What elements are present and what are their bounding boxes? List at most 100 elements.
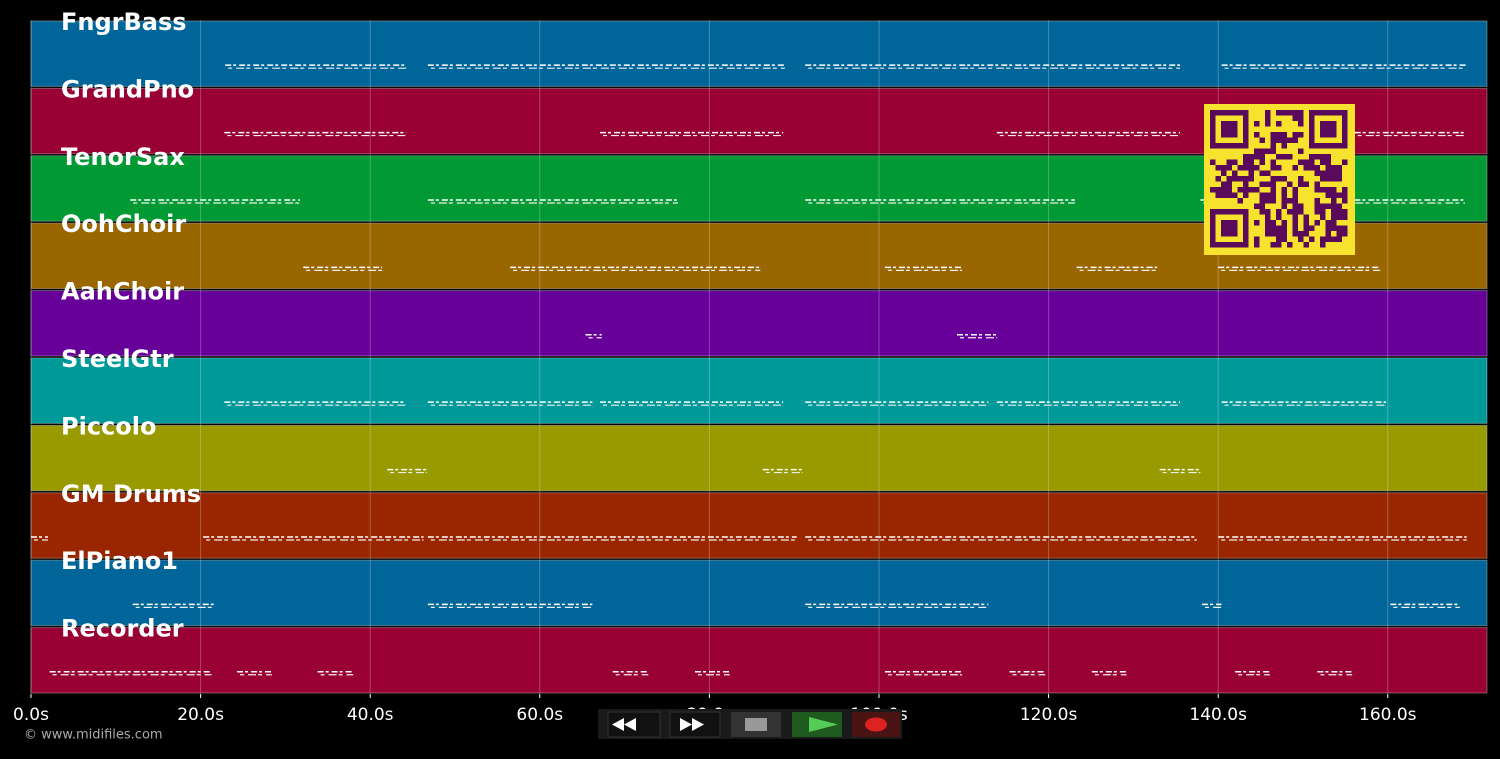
qr-cell [1325, 192, 1331, 198]
qr-cell [1265, 198, 1271, 204]
qr-cell [1331, 236, 1337, 242]
qr-cell [1281, 236, 1287, 242]
qr-cell [1342, 132, 1348, 138]
qr-cell [1210, 209, 1216, 215]
record-button[interactable] [852, 712, 900, 737]
qr-cell [1276, 121, 1282, 127]
qr-cell [1221, 170, 1227, 176]
qr-cell [1303, 165, 1309, 171]
qr-cell [1325, 110, 1331, 116]
note-phrase [303, 266, 383, 271]
qr-cell [1342, 198, 1348, 204]
note-phrase [612, 671, 649, 676]
qr-cell [1320, 236, 1326, 242]
qr-cell [1243, 154, 1249, 160]
qr-cell [1320, 242, 1326, 248]
qr-cell [1336, 165, 1342, 171]
qr-cell [1309, 154, 1315, 160]
qr-cell [1320, 170, 1326, 176]
qr-cell [1331, 187, 1337, 193]
forward-button[interactable] [669, 711, 721, 738]
qr-cell [1254, 203, 1260, 209]
qr-cell [1281, 137, 1287, 143]
qr-cell [1292, 192, 1298, 198]
qr-cell [1331, 132, 1337, 138]
qr-cell [1221, 165, 1227, 171]
note-phrase [130, 199, 300, 204]
qr-cell [1325, 225, 1331, 231]
qr-cell [1292, 115, 1298, 121]
qr-cell [1237, 165, 1243, 171]
qr-cell [1287, 198, 1293, 204]
note-phrase [805, 199, 1075, 204]
qr-cell [1243, 192, 1249, 198]
note-phrase [132, 603, 216, 608]
note-phrase [237, 671, 272, 676]
qr-cell [1298, 132, 1304, 138]
qr-cell [1259, 148, 1265, 154]
qr-cell [1243, 225, 1249, 231]
note-phrase [1221, 401, 1387, 406]
qr-cell [1259, 192, 1265, 198]
qr-cell [1292, 137, 1298, 143]
qr-cell [1226, 220, 1232, 226]
note-phrase [805, 64, 1181, 69]
qr-cell [1243, 236, 1249, 242]
note-phrase [1317, 671, 1353, 676]
qr-cell [1342, 110, 1348, 116]
qr-cell [1248, 176, 1254, 182]
qr-cell [1210, 126, 1216, 132]
qr-cell [1281, 110, 1287, 116]
qr-cell [1298, 115, 1304, 121]
qr-cell [1254, 121, 1260, 127]
qr-cell [1232, 143, 1238, 149]
qr-cell [1226, 231, 1232, 237]
play-button[interactable] [792, 712, 842, 737]
qr-cell [1314, 110, 1320, 116]
qr-cell [1298, 121, 1304, 127]
qr-cell [1314, 154, 1320, 160]
qr-cell [1281, 231, 1287, 237]
qr-cell [1210, 242, 1216, 248]
qr-cell [1221, 231, 1227, 237]
qr-cell [1342, 137, 1348, 143]
qr-cell [1243, 176, 1249, 182]
rewind-button[interactable] [607, 711, 661, 738]
qr-cell [1276, 209, 1282, 215]
qr-cell [1336, 110, 1342, 116]
qr-cell [1314, 220, 1320, 226]
qr-cell [1320, 187, 1326, 193]
qr-cell [1331, 176, 1337, 182]
qr-cell [1320, 214, 1326, 220]
qr-cell [1221, 110, 1227, 116]
qr-cell [1215, 143, 1221, 149]
note-phrase [510, 266, 761, 271]
note-phrase [884, 266, 963, 271]
qr-cell [1292, 231, 1298, 237]
qr-cell [1292, 225, 1298, 231]
qr-cell [1342, 126, 1348, 132]
qr-cell [1287, 242, 1293, 248]
qr-cell [1325, 126, 1331, 132]
qr-cell [1342, 231, 1348, 237]
qr-cell [1215, 165, 1221, 171]
qr-cell [1210, 115, 1216, 121]
qr-cell [1232, 220, 1238, 226]
qr-cell [1309, 159, 1315, 165]
note-phrase [996, 131, 1181, 137]
x-tick-label: 140.0s [1189, 705, 1247, 725]
qr-cell [1210, 143, 1216, 149]
qr-cell [1232, 176, 1238, 182]
qr-cell [1276, 231, 1282, 237]
track-name: AahChoir [61, 278, 184, 306]
qr-cell [1210, 121, 1216, 127]
qr-cell [1303, 159, 1309, 165]
qr-cell [1248, 159, 1254, 165]
qr-cell [1265, 110, 1271, 116]
stop-button[interactable] [731, 712, 781, 737]
qr-cell [1243, 121, 1249, 127]
qr-cell [1281, 220, 1287, 226]
qr-cell [1276, 110, 1282, 116]
qr-cell [1215, 209, 1221, 215]
track-name: OohChoir [61, 210, 186, 238]
